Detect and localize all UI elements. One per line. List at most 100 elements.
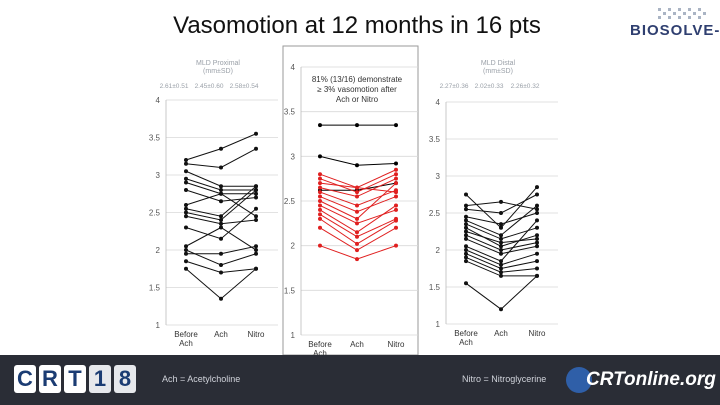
data-point <box>184 180 188 185</box>
nitro-legend: Nitro = Nitroglycerine <box>462 374 547 384</box>
data-point <box>394 188 398 193</box>
data-point <box>184 210 188 215</box>
y-tick-label: 2 <box>156 246 161 255</box>
slide-title: Vasomotion at 12 months in 16 pts <box>0 12 720 40</box>
data-point <box>219 184 223 189</box>
data-point <box>254 266 258 271</box>
data-point <box>464 218 468 223</box>
data-point <box>355 257 359 262</box>
data-point <box>535 218 539 223</box>
data-point <box>355 203 359 208</box>
data-point <box>535 211 539 215</box>
panel-subtitle: 2.26±0.32 <box>511 83 540 90</box>
panel-subtitle: 2.58±0.54 <box>230 83 259 90</box>
data-point <box>355 241 359 246</box>
data-point <box>219 188 223 192</box>
data-point <box>464 251 468 256</box>
data-point <box>318 243 322 248</box>
data-point <box>184 188 188 192</box>
series-line <box>465 275 538 310</box>
data-point <box>394 172 398 177</box>
crt18-letter: 8 <box>114 365 136 393</box>
data-point <box>318 154 322 159</box>
data-point <box>535 273 539 278</box>
data-point <box>219 146 223 151</box>
crtonline-circle-icon <box>566 367 592 393</box>
x-tick-label: Nitro <box>248 330 265 339</box>
x-tick-label: Before <box>174 330 198 339</box>
panel-annotation: ≥ 3% vasomotion after <box>317 85 397 94</box>
data-point <box>464 233 468 238</box>
y-tick-label: 3.5 <box>429 135 441 144</box>
y-tick-label: 2.5 <box>429 209 441 218</box>
data-point <box>254 191 258 196</box>
data-point <box>464 207 468 212</box>
data-point <box>318 216 322 221</box>
y-tick-label: 2.5 <box>149 209 161 218</box>
data-point <box>535 266 539 271</box>
y-tick-label: 2 <box>291 242 296 251</box>
y-tick-label: 1.5 <box>149 284 161 293</box>
data-point <box>535 203 539 208</box>
data-point <box>535 225 539 230</box>
data-point <box>355 123 359 128</box>
panel-subtitle: 2.61±0.51 <box>160 83 189 90</box>
data-point <box>464 214 468 219</box>
data-point <box>355 190 359 195</box>
data-point <box>535 236 539 241</box>
data-point <box>499 307 503 312</box>
data-point <box>184 266 188 271</box>
data-point <box>394 176 398 181</box>
y-tick-label: 1 <box>156 321 161 330</box>
brand-dot <box>688 16 691 19</box>
data-point <box>355 194 359 199</box>
data-point <box>394 181 398 186</box>
x-tick-label: Ach <box>214 330 228 339</box>
data-point <box>499 248 503 252</box>
data-point <box>355 163 359 168</box>
brand-dot <box>678 8 681 11</box>
data-point <box>535 185 539 190</box>
data-point <box>254 146 258 151</box>
data-point <box>318 207 322 212</box>
data-point <box>318 176 322 181</box>
crt18-letter: 1 <box>89 365 111 393</box>
panel-title: MLD Proximal <box>196 60 240 67</box>
data-point <box>499 233 503 238</box>
data-point <box>355 209 359 214</box>
y-tick-label: 4 <box>156 96 161 105</box>
data-point <box>184 176 188 181</box>
slide-title-text: Vasomotion at 12 months in 16 pts <box>173 12 541 39</box>
data-point <box>254 218 258 222</box>
x-tick-label: Before <box>454 329 478 338</box>
panel-annotation: Ach or Nitro <box>336 95 379 104</box>
x-tick-label: Ach <box>459 338 473 347</box>
data-point <box>394 203 398 208</box>
data-point <box>184 206 188 211</box>
y-tick-label: 3 <box>436 172 441 181</box>
crtonline-logo: CRTonline.org <box>566 365 716 395</box>
data-point <box>499 244 503 249</box>
data-point <box>499 273 503 278</box>
x-tick-label: Ach <box>494 329 508 338</box>
data-point <box>254 184 258 189</box>
y-tick-label: 1.5 <box>284 286 296 295</box>
brand-dot <box>663 12 666 15</box>
panel-title-unit: (mm±SD) <box>483 68 513 75</box>
data-point <box>219 251 223 256</box>
data-point <box>219 225 223 230</box>
data-point <box>394 243 398 248</box>
data-point <box>355 248 359 253</box>
data-point <box>464 236 468 241</box>
data-point <box>254 244 258 249</box>
data-point <box>394 207 398 212</box>
data-point <box>318 194 322 199</box>
data-point <box>499 222 503 227</box>
y-tick-label: 3 <box>156 171 161 180</box>
data-point <box>499 262 503 267</box>
data-point <box>355 185 359 190</box>
panel-subtitle: 2.45±0.60 <box>195 83 224 90</box>
data-point <box>535 259 539 264</box>
panel-title-unit: (mm±SD) <box>203 68 233 75</box>
data-point <box>394 194 398 199</box>
